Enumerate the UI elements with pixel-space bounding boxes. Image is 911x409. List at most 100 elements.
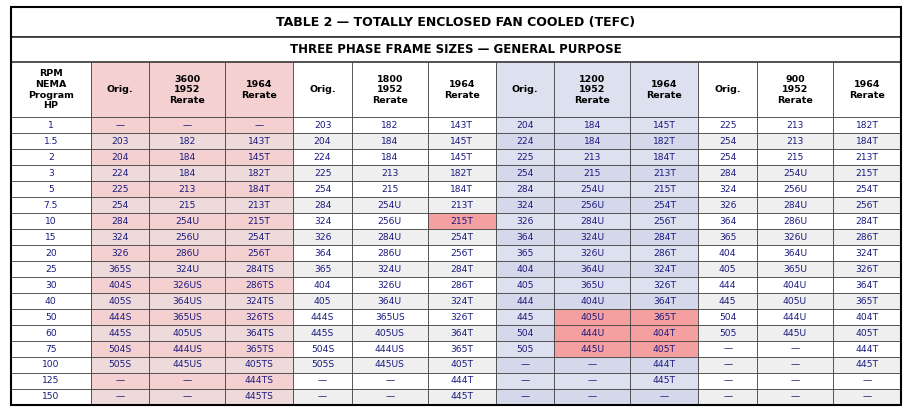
Bar: [149, 62, 225, 117]
Text: 326U: 326U: [782, 233, 806, 242]
Text: 25: 25: [45, 265, 56, 274]
Bar: [496, 389, 554, 405]
Text: 444U: 444U: [579, 328, 604, 337]
Bar: [630, 373, 698, 389]
Bar: [293, 357, 352, 373]
Text: 444T: 444T: [450, 376, 473, 385]
Bar: [91, 149, 149, 165]
Text: 284U: 284U: [579, 217, 604, 226]
Bar: [225, 293, 293, 309]
Text: 504: 504: [718, 312, 736, 321]
Text: 182T: 182T: [652, 137, 675, 146]
Text: 284: 284: [718, 169, 736, 178]
Bar: [832, 261, 900, 277]
Bar: [630, 117, 698, 133]
Text: 364T: 364T: [450, 328, 473, 337]
Bar: [225, 261, 293, 277]
Bar: [149, 309, 225, 325]
Bar: [427, 117, 496, 133]
Bar: [832, 213, 900, 229]
Text: 284T: 284T: [450, 265, 473, 274]
Bar: [149, 213, 225, 229]
Text: 505S: 505S: [108, 360, 131, 369]
Text: —: —: [182, 376, 191, 385]
Text: 365: 365: [516, 249, 533, 258]
Text: 213: 213: [583, 153, 600, 162]
Bar: [698, 293, 756, 309]
Text: 364: 364: [516, 233, 533, 242]
Bar: [293, 293, 352, 309]
Text: 215: 215: [179, 201, 196, 210]
Bar: [496, 197, 554, 213]
Bar: [756, 341, 832, 357]
Bar: [554, 245, 630, 261]
Bar: [225, 62, 293, 117]
Bar: [554, 277, 630, 293]
Text: 213: 213: [179, 185, 196, 194]
Bar: [698, 62, 756, 117]
Text: 215: 215: [381, 185, 398, 194]
Text: 284: 284: [111, 217, 128, 226]
Bar: [149, 325, 225, 341]
Text: 404: 404: [516, 265, 533, 274]
Ellipse shape: [700, 185, 722, 195]
Text: 284TS: 284TS: [244, 265, 273, 274]
Text: 365U: 365U: [782, 265, 806, 274]
Text: 182T: 182T: [248, 169, 271, 178]
Polygon shape: [647, 188, 701, 221]
Text: —: —: [182, 121, 191, 130]
Text: —: —: [116, 121, 125, 130]
Text: 326: 326: [111, 249, 128, 258]
Text: 254T: 254T: [652, 201, 675, 210]
Bar: [554, 389, 630, 405]
Bar: [832, 117, 900, 133]
Bar: [427, 389, 496, 405]
Bar: [554, 117, 630, 133]
Text: 365: 365: [718, 233, 735, 242]
Text: 505S: 505S: [311, 360, 333, 369]
Bar: [91, 389, 149, 405]
Ellipse shape: [672, 189, 749, 237]
Text: 182T: 182T: [450, 169, 473, 178]
Bar: [293, 341, 352, 357]
Bar: [352, 261, 427, 277]
Bar: [756, 213, 832, 229]
Text: 215T: 215T: [248, 217, 271, 226]
Text: 75: 75: [45, 344, 56, 353]
Text: 150: 150: [42, 392, 59, 401]
Polygon shape: [720, 188, 774, 221]
Text: 225: 225: [718, 121, 736, 130]
Bar: [91, 309, 149, 325]
Text: 3600
1952
Rerate: 3600 1952 Rerate: [169, 74, 205, 105]
Text: 405T: 405T: [855, 328, 877, 337]
Text: 256T: 256T: [652, 217, 675, 226]
Text: 10: 10: [45, 217, 56, 226]
Bar: [352, 117, 427, 133]
Bar: [149, 229, 225, 245]
Bar: [698, 245, 756, 261]
Text: 184: 184: [381, 137, 398, 146]
Bar: [496, 261, 554, 277]
Bar: [225, 197, 293, 213]
Text: 15: 15: [45, 233, 56, 242]
Text: 900
1952
Rerate: 900 1952 Rerate: [776, 74, 812, 105]
Bar: [352, 325, 427, 341]
Text: 404T: 404T: [855, 312, 877, 321]
Text: —: —: [722, 360, 732, 369]
Text: 256T: 256T: [855, 201, 877, 210]
Bar: [496, 62, 554, 117]
Text: 326U: 326U: [377, 281, 402, 290]
Bar: [11, 37, 900, 62]
Bar: [698, 341, 756, 357]
Bar: [832, 341, 900, 357]
Bar: [427, 309, 496, 325]
Bar: [352, 341, 427, 357]
Bar: [832, 389, 900, 405]
Bar: [11, 325, 91, 341]
Text: 405U: 405U: [782, 297, 806, 306]
Bar: [554, 62, 630, 117]
Text: 405: 405: [313, 297, 331, 306]
Bar: [832, 149, 900, 165]
Bar: [352, 229, 427, 245]
Text: 215T: 215T: [450, 217, 473, 226]
